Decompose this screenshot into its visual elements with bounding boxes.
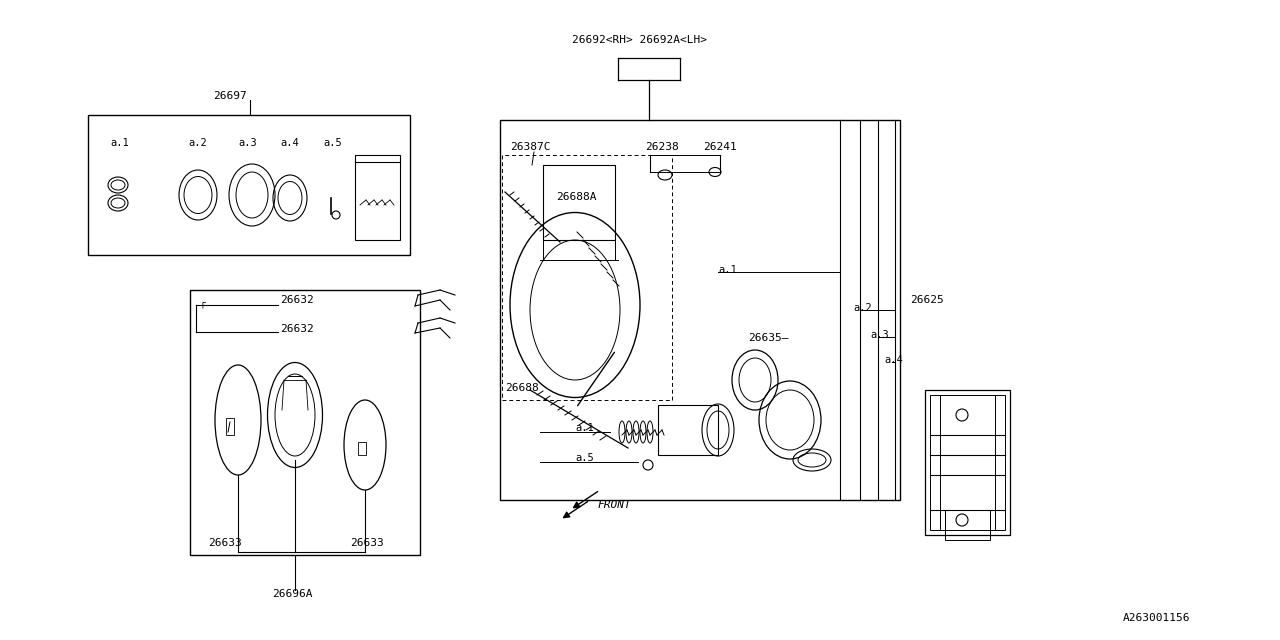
Text: 26696A: 26696A [271,589,312,599]
Bar [227,418,234,435]
Text: a.5: a.5 [324,138,342,148]
Text: 26688: 26688 [506,383,539,393]
Text: 26632: 26632 [280,295,314,305]
Bar [358,442,366,455]
Text: 26697: 26697 [214,91,247,101]
Text: A263001156: A263001156 [1123,613,1190,623]
Text: a.4: a.4 [884,355,902,365]
Text: 26625: 26625 [910,295,943,305]
Bar [543,165,614,240]
Text: 26635—: 26635— [748,333,788,343]
Text: a.1: a.1 [718,265,737,275]
Text: 26633: 26633 [209,538,242,548]
Text: a.2: a.2 [852,303,872,313]
Bar [925,390,1010,535]
Text: 26387C: 26387C [509,142,550,152]
Text: 26633: 26633 [351,538,384,548]
Bar [945,510,989,540]
Text: a.5: a.5 [575,453,594,463]
Bar [500,120,900,500]
Text: 26692<RH> 26692A<LH>: 26692<RH> 26692A<LH> [572,35,708,45]
Bar [931,395,1005,530]
Text: a.4: a.4 [280,138,300,148]
Text: a.3: a.3 [870,330,888,340]
Text: FRONT: FRONT [598,500,632,510]
Bar [658,405,718,455]
Text: 26238: 26238 [645,142,678,152]
Bar [88,115,410,255]
Bar [189,290,420,555]
Text: 26688A: 26688A [556,192,596,202]
Text: a.2: a.2 [188,138,207,148]
Text: 26241: 26241 [703,142,737,152]
Text: a.1: a.1 [575,423,594,433]
Text: a.3: a.3 [238,138,257,148]
Bar [355,155,399,240]
Text: ┌: ┌ [200,299,206,309]
Text: 26632: 26632 [280,324,314,334]
Text: a.1: a.1 [110,138,129,148]
